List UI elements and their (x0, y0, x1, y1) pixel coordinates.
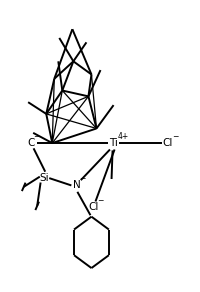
Text: Cl: Cl (88, 202, 98, 212)
Text: −: − (33, 132, 40, 141)
Text: −: − (78, 174, 85, 183)
Text: Ti: Ti (109, 138, 117, 148)
Text: −: − (97, 196, 103, 205)
Text: Si: Si (39, 173, 49, 183)
Text: N: N (72, 180, 80, 190)
Text: −: − (171, 132, 177, 141)
Text: 4+: 4+ (117, 132, 128, 141)
Text: C: C (27, 138, 35, 148)
Text: Cl: Cl (162, 138, 172, 148)
